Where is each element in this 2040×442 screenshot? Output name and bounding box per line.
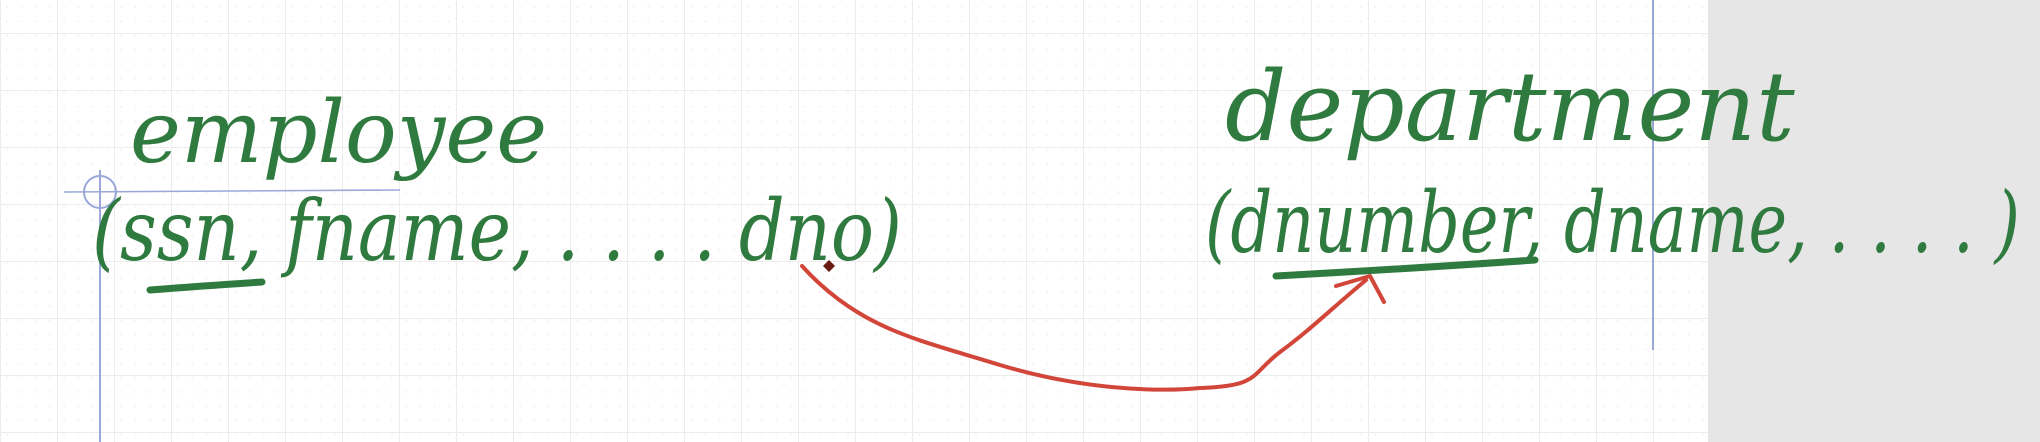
ssn-key-underline: [146, 278, 266, 294]
dnumber-key-underline: [1272, 256, 1539, 280]
department-attributes: (dnumber, dname, . . . . ): [1205, 174, 2020, 272]
side-margin-panel: [1708, 0, 2040, 442]
grid-canvas[interactable]: [0, 0, 1708, 442]
title-underline-guide: [63, 189, 401, 193]
arrowhead-icon: [1334, 274, 1386, 304]
pen-cursor-icon: [823, 260, 835, 272]
department-title: department: [1225, 51, 1795, 163]
foreign-key-arrow: [800, 264, 1368, 392]
employee-title: employee: [130, 83, 547, 183]
employee-attributes: (ssn, fname, . . . . dno): [92, 182, 902, 280]
selection-handle-icon[interactable]: [83, 175, 117, 209]
grid-dots: [0, 0, 1708, 442]
